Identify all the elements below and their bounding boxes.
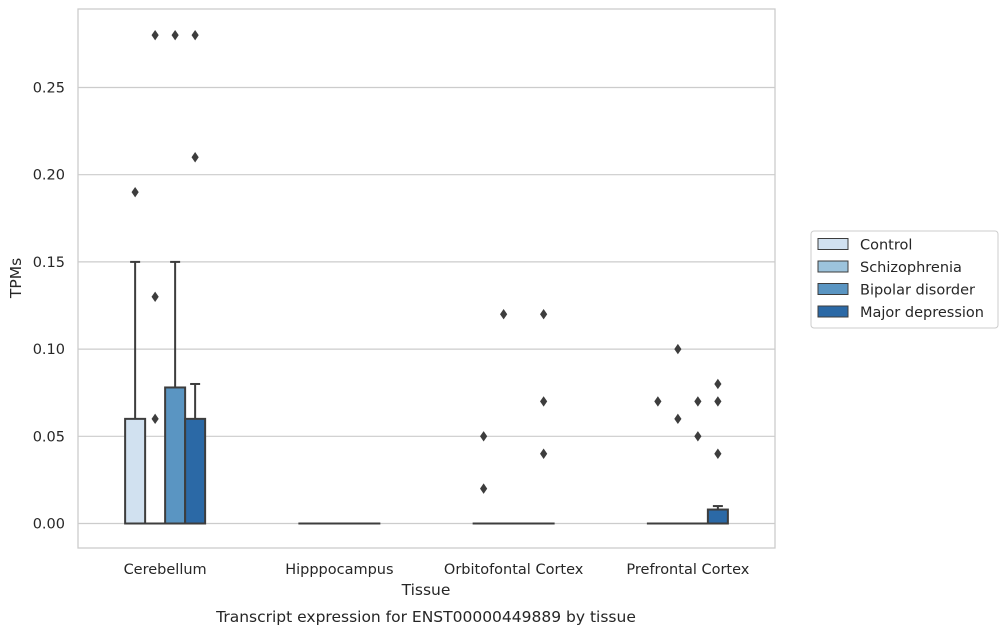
outlier-point [714,448,722,459]
box-group [492,309,515,525]
legend-swatch [817,305,849,318]
y-tick-label: 0.00 [33,517,65,533]
legend-swatch [817,238,849,250]
box-group [706,378,729,525]
legend-label: Major depression [860,305,984,321]
x-tick-label: Prefrontal Cortex [626,562,749,578]
outlier-point [714,396,722,407]
legend-swatch [817,283,849,295]
outlier-point [500,309,508,320]
y-tick-label: 0.05 [33,429,65,445]
legend: Control Schizophrenia Bipolar disorder Majo… [810,230,999,329]
outlier-point [191,29,199,41]
outlier-point [151,291,159,302]
outlier-point [480,483,488,494]
y-tick-label: 0.15 [33,255,65,271]
outlier-point [674,413,682,425]
box-group [144,29,167,525]
box-group [686,396,709,525]
outlier-point [714,378,722,390]
box-group [472,431,495,525]
outlier-point [151,29,159,41]
y-axis-label: TPMs [7,258,25,299]
outlier-point [540,396,548,407]
box-group [646,396,669,525]
box-group [666,343,689,525]
box-group [164,29,187,525]
outlier-point [674,343,682,355]
x-tick-label: Cerebellum [124,562,207,578]
outlier-point [694,431,702,442]
x-tick-labels: Cerebellum Hipppocampus Orbitofontal Corte… [124,562,750,578]
outlier-point [171,29,179,41]
box-rect [124,417,147,525]
box-group [532,309,555,525]
legend-label: Bipolar disorder [860,283,975,299]
y-tick-label: 0.10 [33,342,65,358]
plot-frame [77,8,776,549]
x-tick-label: Orbitofontal Cortex [444,562,584,578]
chart-caption: Transcript expression for ENST0000044988… [215,608,636,626]
box-rect [706,508,729,525]
legend-frame [810,230,999,329]
x-axis-label: Tissue [401,581,451,599]
y-tick-label: 0.20 [33,168,65,184]
outlier-point [694,396,702,407]
outlier-point [540,448,548,459]
box-rect [164,386,187,525]
outlier-point [540,309,548,320]
outlier-point [131,186,139,198]
y-tick-label: 0.25 [33,81,65,97]
legend-swatch [817,260,849,273]
outlier-point [191,152,199,163]
y-tick-labels: 0.00 0.05 0.10 0.15 0.20 0.25 [33,81,65,533]
legend-label: Schizophrenia [860,260,962,276]
outlier-point [151,413,159,425]
boxes [124,29,729,525]
box-group [124,186,147,525]
outlier-point [480,431,488,442]
box-rect [184,417,207,525]
box-group [184,29,207,525]
legend-label: Control [860,238,912,254]
outlier-point [654,396,662,407]
x-tick-label: Hipppocampus [285,562,393,578]
